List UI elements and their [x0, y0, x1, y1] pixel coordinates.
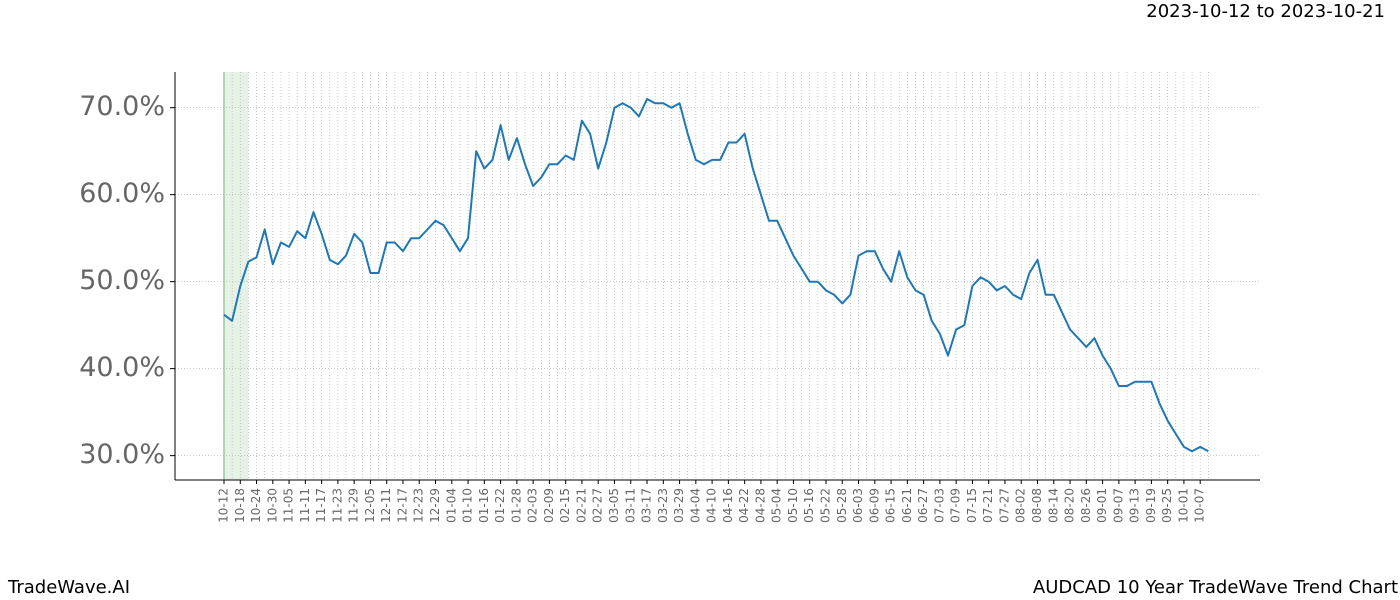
x-tick-label: 01-04 — [444, 488, 458, 523]
y-tick-label: 50.0% — [79, 265, 165, 296]
x-tick-label: 05-22 — [818, 488, 832, 523]
x-tick-label: 05-16 — [802, 488, 816, 523]
x-tick-label: 05-10 — [786, 488, 800, 523]
x-tick-label: 09-01 — [1095, 488, 1109, 523]
x-tick-label: 12-29 — [428, 488, 442, 523]
x-tick-label: 02-21 — [574, 488, 588, 523]
x-tick-label: 03-29 — [672, 488, 686, 523]
x-tick-label: 08-20 — [1063, 488, 1077, 523]
y-tick-label: 40.0% — [79, 352, 165, 383]
x-tick-label: 03-17 — [640, 488, 654, 523]
x-tick-label: 07-21 — [981, 488, 995, 523]
x-tick-label: 05-04 — [770, 488, 784, 523]
x-tick-label: 12-11 — [379, 488, 393, 523]
x-tick-label: 03-05 — [607, 488, 621, 523]
footer-left: TradeWave.AI — [7, 577, 130, 598]
chart-subtitle: 2023-10-12 to 2023-10-21 — [1146, 1, 1385, 22]
x-tick-label: 02-15 — [558, 488, 572, 523]
x-tick-label: 08-02 — [1014, 488, 1028, 523]
x-tick-label: 08-26 — [1079, 488, 1093, 523]
x-tick-label: 01-22 — [493, 488, 507, 523]
x-tick-label: 06-09 — [867, 488, 881, 523]
x-tick-label: 05-28 — [835, 488, 849, 523]
x-tick-label: 06-21 — [900, 488, 914, 523]
x-tick-label: 12-23 — [412, 488, 426, 523]
data-line — [223, 98, 1209, 453]
x-tick-label: 10-24 — [249, 488, 263, 523]
x-tick-label: 01-28 — [509, 488, 523, 523]
x-tick-label: 07-27 — [997, 488, 1011, 523]
x-tick-label: 11-11 — [298, 488, 312, 523]
x-tick-label: 07-09 — [949, 488, 963, 523]
x-tick-label: 02-27 — [591, 488, 605, 523]
y-tick-label: 70.0% — [79, 91, 165, 122]
x-tick-label: 12-17 — [395, 488, 409, 523]
x-tick-label: 11-17 — [314, 488, 328, 523]
y-tick-label: 30.0% — [79, 439, 165, 470]
x-tick-label: 08-08 — [1030, 488, 1044, 523]
x-tick-label: 04-04 — [688, 488, 702, 523]
x-tick-label: 09-25 — [1160, 488, 1174, 523]
x-tick-label: 09-19 — [1144, 488, 1158, 523]
x-tick-label: 11-29 — [347, 488, 361, 523]
x-tick-label: 09-07 — [1111, 488, 1125, 523]
x-tick-label: 04-22 — [737, 488, 751, 523]
x-tick-label: 10-07 — [1193, 488, 1207, 523]
x-tick-label: 04-28 — [753, 488, 767, 523]
x-tick-label: 09-13 — [1128, 488, 1142, 523]
x-tick-label: 07-03 — [932, 488, 946, 523]
x-tick-label: 01-10 — [461, 488, 475, 523]
footer-right: AUDCAD 10 Year TradeWave Trend Chart — [1033, 577, 1398, 598]
x-tick-label: 01-16 — [477, 488, 491, 523]
x-tick-label: 02-09 — [542, 488, 556, 523]
x-tick-label: 03-23 — [656, 488, 670, 523]
x-tick-label: 11-05 — [282, 488, 296, 523]
x-tick-label: 06-15 — [884, 488, 898, 523]
x-tick-label: 04-10 — [705, 488, 719, 523]
x-tick-label: 02-03 — [526, 488, 540, 523]
x-tick-label: 06-27 — [916, 488, 930, 523]
x-tick-label: 11-23 — [330, 488, 344, 523]
x-tick-label: 08-14 — [1046, 488, 1060, 523]
x-tick-label: 10-01 — [1176, 488, 1190, 523]
x-tick-label: 04-16 — [721, 488, 735, 523]
x-tick-label: 07-15 — [965, 488, 979, 523]
y-tick-label: 60.0% — [79, 178, 165, 209]
x-tick-label: 03-11 — [623, 488, 637, 523]
x-tick-label: 06-03 — [851, 488, 865, 523]
highlight-band — [224, 72, 249, 480]
x-tick-label: 10-12 — [217, 488, 231, 523]
x-tick-label: 10-18 — [233, 488, 247, 523]
x-tick-label: 10-30 — [265, 488, 279, 523]
x-tick-label: 12-05 — [363, 488, 377, 523]
